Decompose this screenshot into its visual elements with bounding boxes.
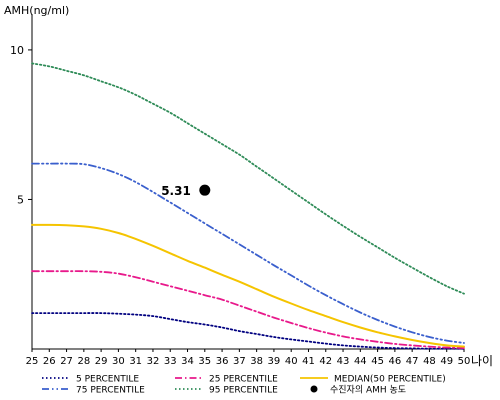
x-tick-label: 43	[337, 356, 350, 367]
x-tick-label: 44	[354, 356, 367, 367]
x-tick-label: 34	[181, 356, 194, 367]
legend-label: MEDIAN(50 PERCENTILE)	[334, 375, 446, 385]
x-tick-label: 30	[112, 356, 125, 367]
legend-label: 수진자의 AMH 농도	[330, 385, 406, 396]
x-tick-label: 38	[250, 356, 263, 367]
legend-label: 75 PERCENTILE	[76, 386, 145, 396]
legend-label: 25 PERCENTILE	[209, 375, 278, 385]
x-tick-label: 35	[198, 356, 211, 367]
series-line	[31, 223, 465, 348]
legend: 5 PERCENTILE 25 PERCENTILE MEDIAN(50 PERCE…	[42, 375, 446, 396]
patient-marker: 5.31	[161, 184, 211, 198]
legend-label: 5 PERCENTILE	[76, 375, 139, 385]
x-tick-label: 36	[216, 356, 229, 367]
patient-point	[199, 184, 211, 196]
x-tick-label: 39	[268, 356, 281, 367]
x-tick-label: 29	[95, 356, 108, 367]
x-tick-label: 50	[458, 356, 471, 367]
x-tick-label: 28	[77, 356, 90, 367]
y-tick-label: 5	[17, 193, 24, 206]
series-lines	[31, 62, 465, 350]
patient-value-label: 5.31	[161, 184, 191, 198]
y-tick-label: 10	[10, 44, 24, 57]
x-tick-label: 27	[60, 356, 73, 367]
x-tick-label: 41	[302, 356, 315, 367]
x-tick-label: 45	[371, 356, 384, 367]
x-tick-label: 40	[285, 356, 298, 367]
plot-area: 5 10 25 26 27 28 29 30 31 32 33 34 35 36 37 38 39 40 41 42 4…	[10, 14, 470, 367]
legend-swatch	[310, 385, 318, 393]
series-line	[31, 62, 465, 295]
x-tick-label: 33	[164, 356, 177, 367]
x-tick-label: 31	[129, 356, 142, 367]
x-tick-label: 32	[147, 356, 160, 367]
x-tick-label: 49	[440, 356, 453, 367]
x-tick-label: 42	[319, 356, 332, 367]
x-tick-label: 47	[406, 356, 419, 367]
series-line	[31, 270, 465, 349]
y-axis-label: AMH(ng/ml)	[4, 4, 69, 17]
series-line	[31, 312, 465, 350]
x-tick-label: 48	[423, 356, 436, 367]
series-line	[31, 162, 465, 344]
x-tick-label: 26	[43, 356, 56, 367]
x-tick-label: 37	[233, 356, 246, 367]
x-tick-label: 46	[389, 356, 402, 367]
x-tick-label: 25	[26, 356, 39, 367]
legend-label: 95 PERCENTILE	[209, 386, 278, 396]
x-axis-label: 나이	[471, 354, 493, 368]
